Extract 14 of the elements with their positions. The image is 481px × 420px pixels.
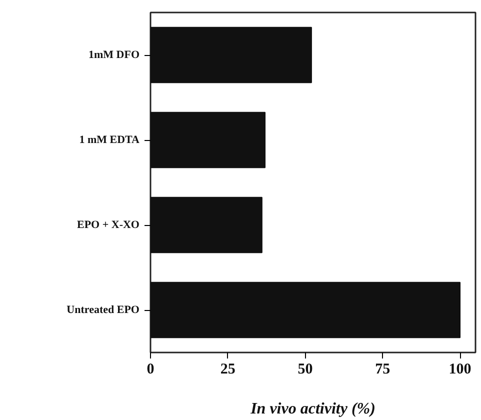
x-tick-label: 25 [220, 362, 236, 378]
bar [150, 26, 312, 84]
y-tick-label: 1 mM EDTA [79, 134, 140, 146]
bar [150, 112, 266, 168]
x-tick-label: 0 [146, 362, 154, 378]
bar [150, 196, 262, 254]
y-tick-label: EPO + X-XO [77, 219, 140, 231]
y-tick-label: 1mM DFO [88, 49, 140, 61]
x-tick-label: 75 [375, 362, 390, 378]
x-tick-label: 100 [448, 362, 472, 378]
bar [150, 282, 461, 338]
y-tick-label: Untreated EPO [66, 304, 140, 316]
x-axis-title: In vivo activity (%) [250, 400, 376, 418]
x-tick-label: 50 [298, 362, 313, 378]
